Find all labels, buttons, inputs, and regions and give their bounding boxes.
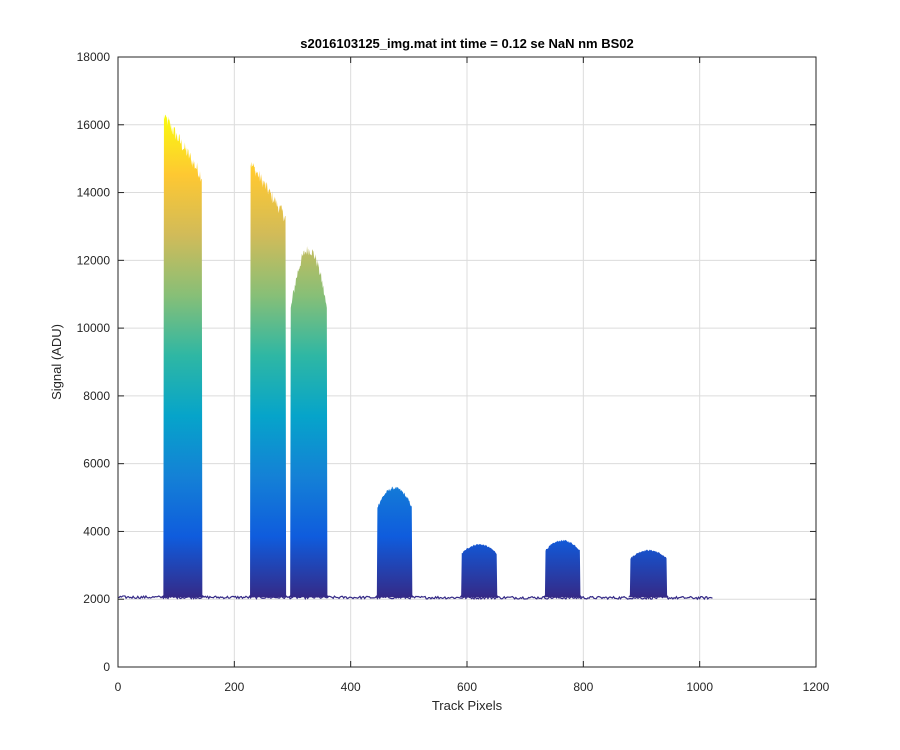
y-tick-label: 6000 (83, 457, 110, 471)
x-tick-label: 0 (115, 680, 122, 694)
x-tick-label: 800 (573, 680, 593, 694)
x-tick-labels: 0 200 400 600 800 1000 1200 (115, 680, 830, 694)
signal-peak-3 (288, 246, 330, 598)
y-tick-labels: 0 2000 4000 6000 8000 10000 12000 14000 16000 180… (77, 50, 111, 674)
signal-peak-4 (375, 486, 415, 598)
x-tick-label: 1000 (686, 680, 713, 694)
y-tick-label: 18000 (77, 50, 111, 64)
ticks (117, 56, 817, 668)
y-tick-label: 2000 (83, 592, 110, 606)
signal-peak-5 (459, 543, 499, 598)
x-tick-label: 400 (341, 680, 361, 694)
x-tick-label: 600 (457, 680, 477, 694)
chart-title: s2016103125_img.mat int time = 0.12 se N… (300, 36, 634, 51)
signal-peak-2 (248, 162, 288, 598)
signal-peak-7 (628, 549, 669, 598)
y-tick-label: 14000 (77, 186, 111, 200)
x-tick-label: 1200 (803, 680, 830, 694)
y-tick-label: 0 (103, 660, 110, 674)
baseline-line (117, 594, 713, 601)
y-tick-label: 12000 (77, 253, 111, 267)
x-tick-label: 200 (224, 680, 244, 694)
signal-peak-6 (543, 539, 583, 598)
y-tick-label: 8000 (83, 389, 110, 403)
y-tick-label: 16000 (77, 118, 111, 132)
y-tick-label: 10000 (77, 321, 111, 335)
signal-peak-1 (161, 114, 205, 598)
data-series (117, 114, 713, 601)
y-tick-label: 4000 (83, 524, 110, 538)
x-axis-label: Track Pixels (432, 698, 503, 713)
y-axis-label: Signal (ADU) (49, 324, 64, 400)
